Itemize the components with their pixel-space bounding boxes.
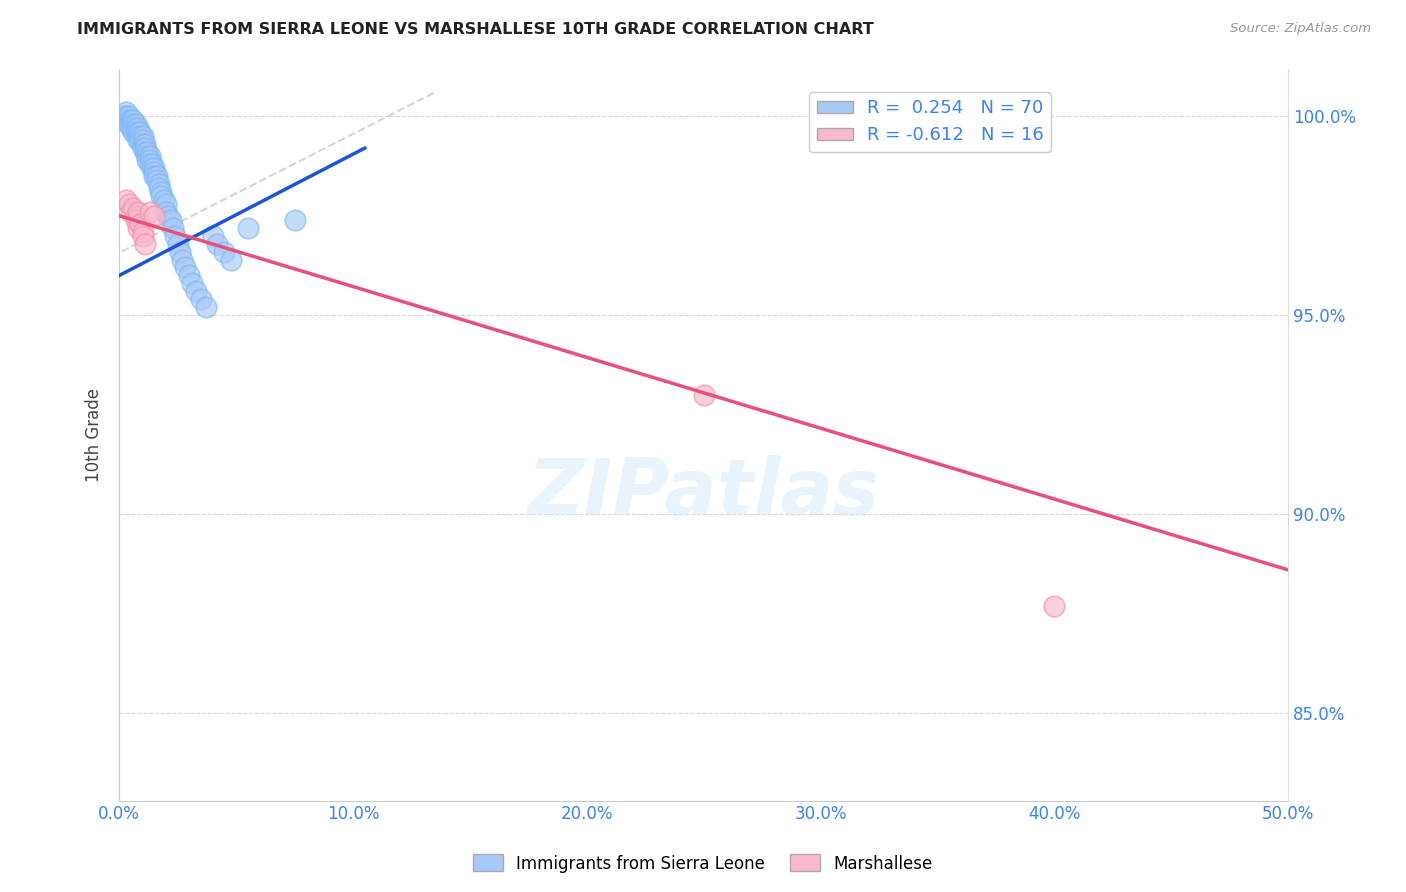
Point: [159, 212, 181, 227]
Point: [127, 133, 149, 147]
Point: [143, 169, 166, 183]
Point: [155, 196, 177, 211]
Point: [134, 236, 156, 251]
Point: [124, 209, 146, 223]
Point: [115, 193, 138, 207]
Point: [127, 125, 149, 139]
Point: [122, 125, 145, 139]
Point: [180, 277, 202, 291]
Point: [143, 165, 166, 179]
Point: [131, 141, 153, 155]
Point: [1043, 599, 1066, 613]
Point: [214, 244, 236, 259]
Point: [115, 105, 138, 120]
Point: [127, 121, 149, 136]
Point: [190, 293, 212, 307]
Point: [131, 137, 153, 152]
Text: IMMIGRANTS FROM SIERRA LEONE VS MARSHALLESE 10TH GRADE CORRELATION CHART: IMMIGRANTS FROM SIERRA LEONE VS MARSHALL…: [77, 22, 875, 37]
Point: [129, 217, 152, 231]
Point: [134, 141, 156, 155]
Point: [117, 109, 139, 123]
Point: [179, 268, 201, 283]
Point: [115, 109, 138, 123]
Point: [152, 193, 174, 207]
Point: [155, 204, 177, 219]
Point: [221, 252, 243, 267]
Point: [129, 133, 152, 147]
Point: [143, 161, 166, 175]
Point: [110, 113, 132, 128]
Point: [166, 236, 188, 251]
Point: [127, 220, 149, 235]
Point: [124, 125, 146, 139]
Point: [129, 129, 152, 144]
Point: [134, 137, 156, 152]
Y-axis label: 10th Grade: 10th Grade: [86, 387, 103, 482]
Point: [207, 236, 229, 251]
Point: [131, 228, 153, 243]
Point: [131, 225, 153, 239]
Point: [169, 244, 191, 259]
Point: [134, 145, 156, 159]
Point: [145, 173, 167, 187]
Point: [165, 228, 187, 243]
Point: [131, 129, 153, 144]
Point: [136, 149, 159, 163]
Point: [122, 121, 145, 136]
Point: [117, 196, 139, 211]
Point: [117, 113, 139, 128]
Point: [141, 157, 163, 171]
Point: [201, 228, 224, 243]
Point: [148, 181, 170, 195]
Point: [138, 204, 160, 219]
Legend: R =  0.254   N = 70, R = -0.612   N = 16: R = 0.254 N = 70, R = -0.612 N = 16: [810, 92, 1052, 152]
Point: [148, 177, 170, 191]
Point: [122, 201, 145, 215]
Point: [284, 212, 307, 227]
Point: [124, 117, 146, 131]
Point: [692, 388, 714, 402]
Point: [143, 209, 166, 223]
Point: [150, 189, 173, 203]
Point: [129, 125, 152, 139]
Point: [138, 153, 160, 167]
Point: [150, 185, 173, 199]
Point: [138, 157, 160, 171]
Point: [124, 121, 146, 136]
Text: ZIPatlas: ZIPatlas: [527, 455, 880, 531]
Point: [162, 220, 184, 235]
Point: [145, 169, 167, 183]
Point: [127, 204, 149, 219]
Point: [120, 113, 142, 128]
Point: [172, 252, 194, 267]
Point: [236, 220, 259, 235]
Point: [120, 204, 142, 219]
Point: [124, 212, 146, 227]
Point: [112, 109, 135, 123]
Point: [173, 260, 195, 275]
Point: [141, 161, 163, 175]
Point: [122, 117, 145, 131]
Point: [138, 149, 160, 163]
Text: Source: ZipAtlas.com: Source: ZipAtlas.com: [1230, 22, 1371, 36]
Point: [120, 121, 142, 136]
Point: [194, 300, 217, 314]
Point: [136, 145, 159, 159]
Point: [186, 285, 208, 299]
Point: [157, 209, 180, 223]
Point: [120, 117, 142, 131]
Legend: Immigrants from Sierra Leone, Marshallese: Immigrants from Sierra Leone, Marshalles…: [467, 847, 939, 880]
Point: [122, 113, 145, 128]
Point: [127, 129, 149, 144]
Point: [136, 153, 159, 167]
Point: [117, 117, 139, 131]
Point: [131, 133, 153, 147]
